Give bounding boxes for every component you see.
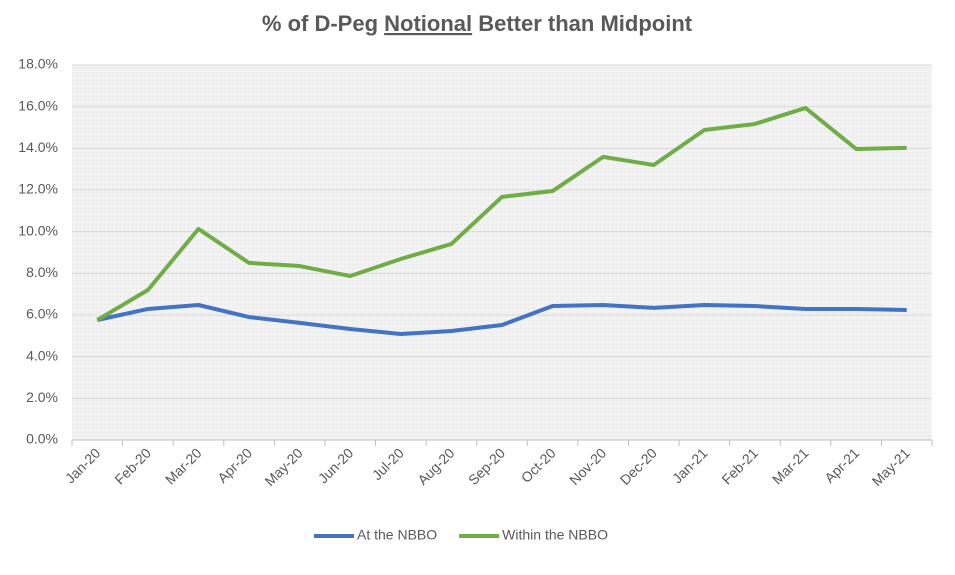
- chart-title: % of D-Peg Notional Better than Midpoint: [262, 11, 693, 36]
- x-tick-label: May-21: [869, 445, 913, 489]
- x-tick-label: Jan-20: [62, 445, 104, 487]
- x-tick-label: Mar-21: [769, 445, 812, 488]
- x-tick-label: Nov-20: [566, 445, 609, 488]
- y-tick-label: 4.0%: [26, 347, 58, 363]
- y-tick-label: 18.0%: [18, 56, 58, 72]
- y-tick-label: 10.0%: [18, 222, 58, 238]
- legend-label: At the NBBO: [357, 527, 437, 543]
- x-tick-label: Jun-20: [315, 445, 357, 487]
- x-tick-label: Aug-20: [414, 445, 457, 488]
- x-tick-label: Oct-20: [518, 445, 559, 486]
- x-tick-label: May-20: [261, 445, 305, 489]
- plot-area: [72, 65, 932, 440]
- series-line: [96, 303, 907, 336]
- x-tick-label: Apr-20: [214, 445, 255, 486]
- x-tick-label: Sep-20: [465, 445, 508, 488]
- y-tick-label: 14.0%: [18, 139, 58, 155]
- legend-label: Within the NBBO: [502, 527, 608, 543]
- y-tick-label: 16.0%: [18, 97, 58, 113]
- series-line: [96, 105, 907, 322]
- x-tick-label: Dec-20: [617, 445, 660, 488]
- x-tick-label: Jan-21: [669, 445, 711, 487]
- x-tick-label: Feb-20: [111, 445, 154, 488]
- x-tick-label: Jul-20: [369, 445, 407, 483]
- y-tick-label: 8.0%: [26, 264, 58, 280]
- x-tick-label: Feb-21: [718, 445, 761, 488]
- x-tick-label: Mar-20: [162, 445, 205, 488]
- y-tick-label: 6.0%: [26, 306, 58, 322]
- x-tick-label: Apr-21: [821, 445, 862, 486]
- y-tick-label: 2.0%: [26, 389, 58, 405]
- y-tick-label: 12.0%: [18, 181, 58, 197]
- y-tick-label: 0.0%: [26, 431, 58, 447]
